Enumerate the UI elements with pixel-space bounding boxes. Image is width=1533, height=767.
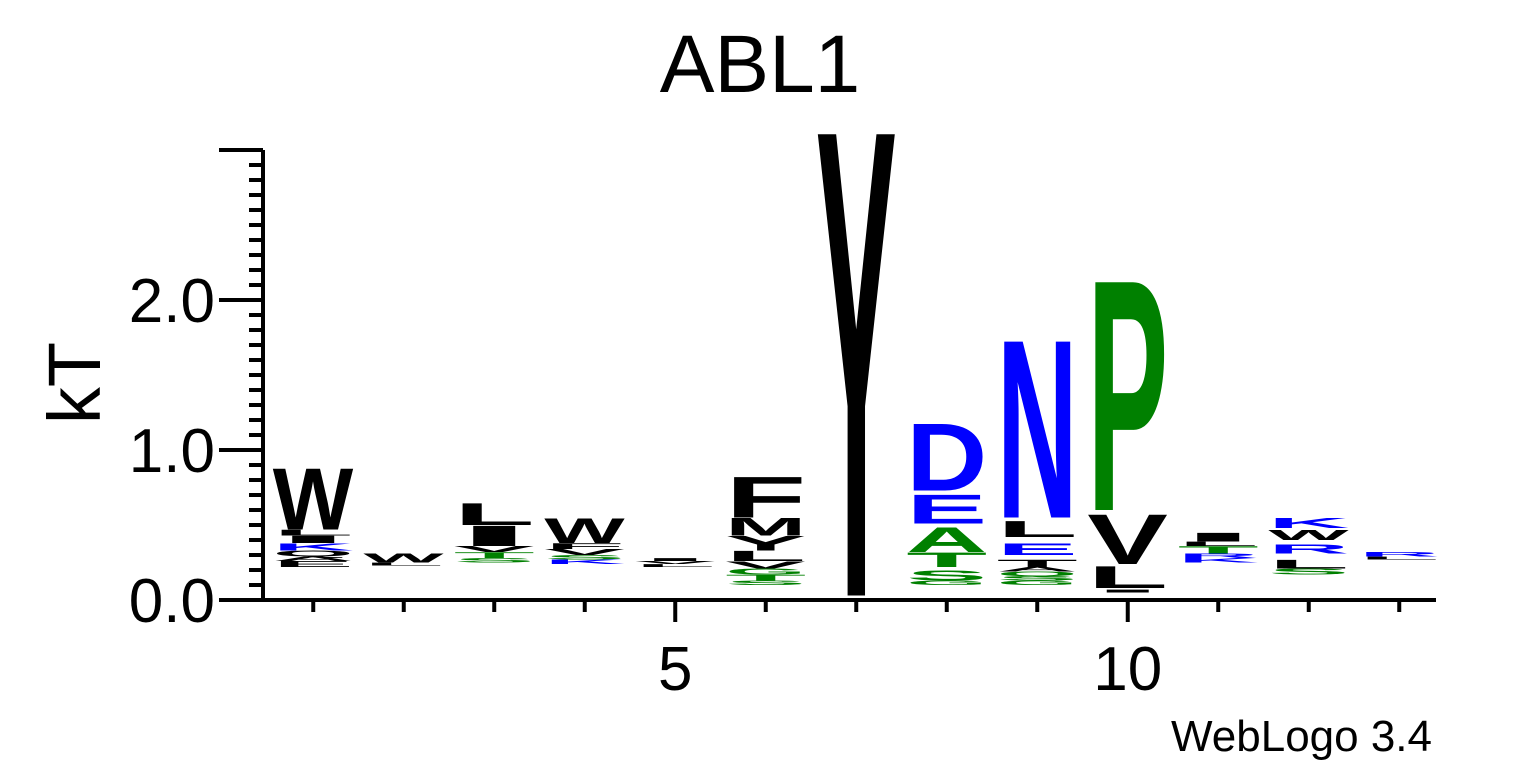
logo-letter-l: L	[725, 548, 806, 564]
weblogo-version-label: WebLogo 3.4	[1171, 712, 1432, 761]
logo-letter-i: I	[1178, 530, 1259, 544]
logo-letter-l: L	[635, 563, 716, 568]
logo-letter-q: Q	[273, 549, 354, 558]
logo-letter-s: S	[1268, 567, 1349, 576]
logo-letter-l: L	[997, 516, 1078, 542]
logo-letter-v: V	[544, 547, 625, 556]
logo-letter-t: T	[1178, 544, 1259, 556]
logo-letter-i: I	[454, 520, 535, 553]
logo-letter-w: W	[1268, 527, 1349, 543]
logo-letter-g: G	[997, 579, 1078, 586]
logo-letter-l: L	[1359, 556, 1440, 561]
logo-column-2: LW	[363, 551, 444, 566]
logo-letter-a: A	[906, 520, 987, 560]
y-tick-label: 2.0	[129, 267, 215, 336]
logo-letter-t: T	[906, 548, 987, 571]
y-axis-label: kT	[33, 342, 116, 424]
logo-letter-l: L	[363, 562, 444, 567]
x-tick-label: 10	[1093, 635, 1162, 704]
logo-letter-l: L	[1087, 560, 1168, 595]
logo-letter-v: V	[454, 544, 535, 553]
logo-letter-r: R	[1178, 552, 1259, 559]
logo-letter-v: V	[635, 560, 716, 565]
logo-letter-e: E	[273, 560, 354, 569]
logo-letter-s: S	[725, 579, 806, 586]
logo-column-5: LVI	[635, 557, 716, 568]
logo-letter-t: T	[725, 573, 806, 582]
y-tick-label: 0.0	[129, 567, 215, 636]
logo-letter-t: T	[454, 550, 535, 559]
logo-letter-k: K	[1178, 557, 1259, 564]
logo-letter-i: I	[635, 557, 716, 562]
logo-letter-g: G	[906, 579, 987, 586]
logo-letter-s: S	[906, 567, 987, 583]
logo-letter-f: F	[544, 541, 625, 550]
logo-letter-m: M	[725, 513, 806, 541]
logo-letter-k: K	[273, 541, 354, 553]
logo-column-13: LR	[1359, 551, 1440, 561]
logo-letter-e: E	[906, 486, 987, 533]
logo-letter-s: S	[454, 557, 535, 564]
x-tick-label: 5	[658, 635, 692, 704]
logo-letter-v: V	[725, 559, 806, 571]
logo-letter-n: N	[997, 286, 1078, 572]
logo-letter-e: E	[997, 540, 1078, 559]
logo-letter-k: K	[544, 558, 625, 565]
y-tick-label: 1.0	[129, 417, 215, 486]
logo-letter-w: W	[273, 451, 354, 548]
logo-letter-w: W	[363, 551, 444, 565]
chart-title: ABL1	[660, 19, 861, 110]
logo-letter-k: K	[1268, 515, 1349, 531]
logo-letter-l: L	[273, 528, 354, 537]
logo-letter-q: Q	[997, 570, 1078, 577]
logo-column-7: Y	[816, 0, 897, 739]
logo-letter-a: A	[997, 566, 1078, 573]
logo-letter-a: A	[273, 555, 354, 562]
logo-letter-g: G	[725, 567, 806, 576]
logo-letter-l: L	[1268, 557, 1349, 571]
logo-letter-d: D	[906, 404, 987, 512]
logo-letter-p: P	[1087, 210, 1168, 580]
logo-letter-i: I	[1087, 589, 1168, 594]
logo-letter-y: Y	[725, 532, 806, 555]
logo-letter-w: W	[544, 511, 625, 551]
logo-letter-l: L	[454, 497, 535, 532]
logo-letter-y: Y	[816, 0, 897, 739]
logo-letter-s: S	[997, 575, 1078, 582]
logo-axes: 0.0 1.0 2.0 5 10	[129, 148, 1436, 704]
logo-letter-r: R	[1359, 551, 1440, 558]
logo-letter-t: T	[997, 558, 1078, 570]
logo-letter-l: L	[1178, 540, 1259, 547]
logo-letter-r: R	[1268, 542, 1349, 556]
logo-letter-i: I	[273, 533, 354, 545]
logo-letter-f: F	[725, 464, 806, 530]
logo-letter-v: V	[1087, 500, 1168, 580]
logo-letter-s: S	[544, 554, 625, 561]
